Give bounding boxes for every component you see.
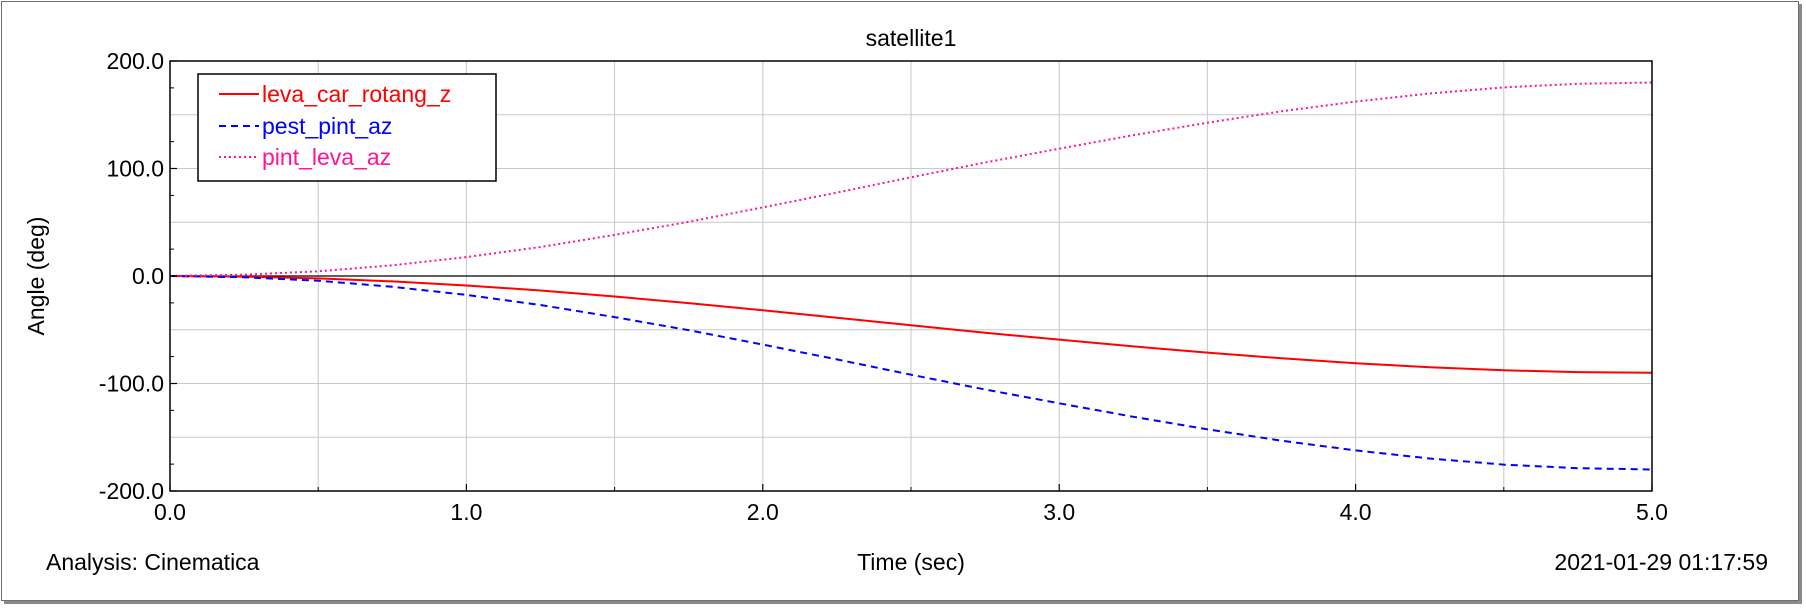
legend-box <box>197 73 497 182</box>
x-tick-label: 2.0 <box>747 499 779 525</box>
x-tick-label: 0.0 <box>154 499 186 525</box>
series-line-pest-pint-az <box>169 275 1653 471</box>
x-tick-label: 5.0 <box>1636 499 1668 525</box>
y-tick-label: 200.0 <box>106 48 164 74</box>
x-axis-label: Time (sec) <box>857 549 965 575</box>
legend: leva_car_rotang_z pest_pint_az pint_leva… <box>197 73 497 182</box>
x-axis-ticks: 0.0 1.0 2.0 3.0 4.0 5.0 <box>154 484 1668 525</box>
y-tick-label: -100.0 <box>99 371 164 397</box>
series-line-leva-car-rotang-z <box>169 275 1653 374</box>
x-tick-label: 4.0 <box>1340 499 1372 525</box>
series-layer <box>169 81 1653 471</box>
legend-label-pest-pint-az: pest_pint_az <box>262 113 392 139</box>
y-tick-label: -200.0 <box>99 478 164 504</box>
y-axis-label: Angle (deg) <box>23 217 49 336</box>
analysis-label: Analysis: Cinematica <box>46 549 260 575</box>
y-tick-label: 0.0 <box>132 263 164 289</box>
x-tick-label: 1.0 <box>450 499 482 525</box>
y-tick-label: 100.0 <box>106 156 164 182</box>
chart-title: satellite1 <box>866 25 957 51</box>
legend-label-leva-car-rotang-z: leva_car_rotang_z <box>262 81 451 107</box>
y-axis-ticks: 200.0 100.0 0.0 -100.0 -200.0 <box>99 48 177 504</box>
legend-label-pint-leva-az: pint_leva_az <box>262 144 391 170</box>
timestamp: 2021-01-29 01:17:59 <box>1554 549 1768 575</box>
x-tick-label: 3.0 <box>1043 499 1075 525</box>
